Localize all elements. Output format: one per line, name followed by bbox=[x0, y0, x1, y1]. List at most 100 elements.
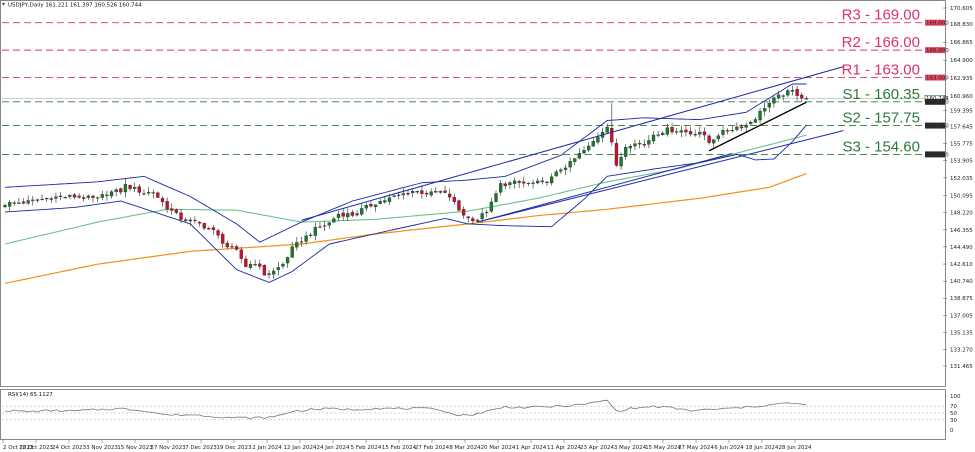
bear-candle bbox=[221, 233, 225, 244]
price-tick-label: 135.135 bbox=[950, 330, 973, 336]
bear-candle bbox=[739, 126, 744, 129]
rsi-tick-label: 0 bbox=[950, 428, 954, 434]
bull-candle bbox=[536, 180, 540, 184]
bear-candle bbox=[461, 209, 466, 216]
bull-candle bbox=[322, 225, 327, 227]
bull-candle bbox=[665, 127, 670, 135]
price-tick-label: 142.610 bbox=[950, 262, 973, 268]
time-tick-label: 3 May 2024 bbox=[614, 445, 647, 451]
bear-candle bbox=[369, 204, 373, 207]
bull-candle bbox=[563, 167, 568, 170]
bull-candle bbox=[26, 200, 30, 204]
bear-candle bbox=[804, 98, 809, 100]
bear-candle bbox=[420, 190, 424, 194]
price-tick-label: 148.220 bbox=[950, 211, 973, 217]
bear-candle bbox=[174, 209, 179, 213]
bull-candle bbox=[480, 213, 484, 220]
price-tag-box bbox=[925, 47, 945, 54]
price-tick-label: 162.935 bbox=[950, 76, 973, 82]
rsi-plot-frame bbox=[0, 389, 946, 440]
bull-candle bbox=[133, 187, 137, 189]
level-label-s1: S1 - 160.35 bbox=[842, 86, 920, 103]
bull-candle bbox=[531, 182, 535, 184]
bear-candle bbox=[434, 191, 438, 193]
bull-candle bbox=[373, 204, 378, 208]
price-tick-label: 144.490 bbox=[950, 245, 973, 251]
bull-candle bbox=[489, 201, 494, 212]
bear-candle bbox=[443, 190, 447, 193]
bull-candle bbox=[429, 191, 433, 196]
time-tick-label: 15 May 2024 bbox=[645, 445, 681, 451]
level-label-r2: R2 - 166.00 bbox=[842, 34, 920, 51]
time-tick-label: 2 Jan 2024 bbox=[252, 445, 282, 451]
time-tick-label: 19 Dec 2023 bbox=[216, 445, 252, 451]
time-tick-label: 18 Jun 2024 bbox=[745, 445, 779, 451]
bear-candle bbox=[642, 143, 646, 146]
time-tick-label: 8 Mar 2024 bbox=[449, 445, 481, 451]
bull-candle bbox=[559, 169, 563, 172]
price-tag-box bbox=[925, 122, 945, 129]
bull-candle bbox=[355, 213, 359, 216]
bear-candle bbox=[707, 135, 711, 143]
bull-candle bbox=[637, 143, 642, 145]
bear-candle bbox=[517, 181, 521, 183]
bear-candle bbox=[684, 129, 688, 133]
bull-candle bbox=[656, 134, 660, 136]
bull-candle bbox=[776, 94, 781, 99]
bull-candle bbox=[549, 176, 554, 184]
chart-title: USDJPY,Daily 161.221 161.397 160.526 160… bbox=[8, 3, 142, 9]
price-tick-label: 168.830 bbox=[950, 22, 973, 28]
bull-candle bbox=[387, 197, 392, 202]
time-tick-label: 23 Apr 2024 bbox=[580, 445, 615, 451]
bull-candle bbox=[573, 158, 577, 162]
bull-candle bbox=[498, 183, 503, 193]
bear-candle bbox=[12, 202, 16, 204]
bull-candle bbox=[313, 227, 318, 236]
bear-candle bbox=[397, 194, 401, 196]
channel-upper-line bbox=[301, 66, 844, 221]
main-plot-layer bbox=[2, 22, 945, 284]
bull-candle bbox=[628, 145, 632, 149]
price-axis: 170.605 168.830 166.865 164.900 162.935 160.9… bbox=[924, 6, 973, 370]
bear-candle bbox=[258, 263, 262, 267]
rsi-tick-label: 30 bbox=[950, 418, 957, 424]
collapse-triangle-icon[interactable] bbox=[2, 3, 5, 6]
time-tick-label: 24 Jan 2024 bbox=[317, 445, 350, 451]
bull-candle bbox=[540, 180, 544, 183]
price-tick-label: 164.900 bbox=[950, 58, 973, 64]
price-tag-label: 160.350 bbox=[926, 100, 949, 106]
bear-candle bbox=[725, 130, 730, 132]
bull-candle bbox=[735, 126, 739, 130]
bull-candle bbox=[596, 136, 600, 143]
bull-candle bbox=[378, 201, 382, 204]
time-tick-label: 6 Jun 2024 bbox=[714, 445, 744, 451]
bull-candle bbox=[790, 90, 795, 92]
bull-candle bbox=[624, 146, 628, 157]
bull-candle bbox=[17, 202, 21, 204]
bear-candle bbox=[318, 226, 322, 228]
level-label-r3: R3 - 169.00 bbox=[842, 7, 920, 24]
bull-candle bbox=[401, 193, 406, 196]
bull-candle bbox=[772, 97, 776, 104]
bull-candle bbox=[151, 192, 155, 194]
price-tick-label: 133.270 bbox=[950, 347, 973, 353]
price-tick-label: 131.465 bbox=[950, 364, 973, 370]
level-label-s2: S2 - 157.75 bbox=[842, 110, 920, 127]
bear-candle bbox=[299, 241, 304, 243]
bull-candle bbox=[554, 171, 558, 177]
time-tick-label: 3 Nov 2023 bbox=[86, 445, 118, 451]
bull-candle bbox=[730, 130, 734, 132]
bull-candle bbox=[605, 126, 609, 133]
price-tick-label: 150.095 bbox=[950, 194, 973, 200]
time-tick-label: 27 Feb 2024 bbox=[415, 445, 450, 451]
channel-lower-line bbox=[477, 130, 844, 223]
time-tick-label: 2 Oct 2023 bbox=[3, 445, 34, 451]
bull-candle bbox=[786, 90, 790, 96]
price-tick-label: 140.740 bbox=[950, 279, 973, 285]
bull-candle bbox=[248, 264, 253, 268]
rsi-tick-label: 70 bbox=[950, 404, 957, 410]
bear-candle bbox=[503, 183, 507, 187]
main-plot-frame bbox=[0, 0, 946, 387]
